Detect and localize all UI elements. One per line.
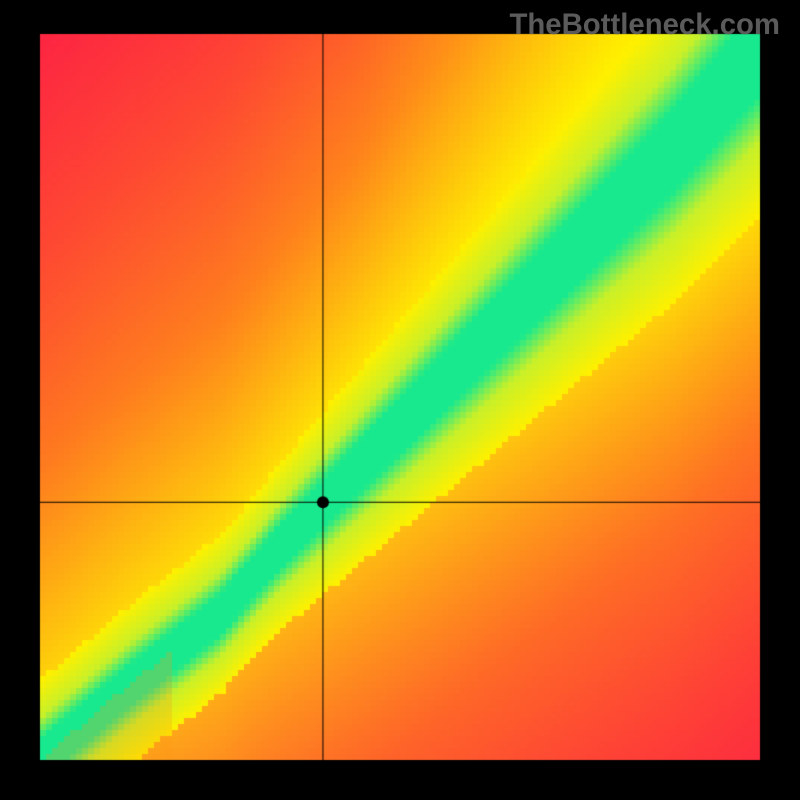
chart-container: TheBottleneck.com bbox=[0, 0, 800, 800]
heatmap-canvas bbox=[0, 0, 800, 800]
watermark-text: TheBottleneck.com bbox=[509, 8, 780, 42]
